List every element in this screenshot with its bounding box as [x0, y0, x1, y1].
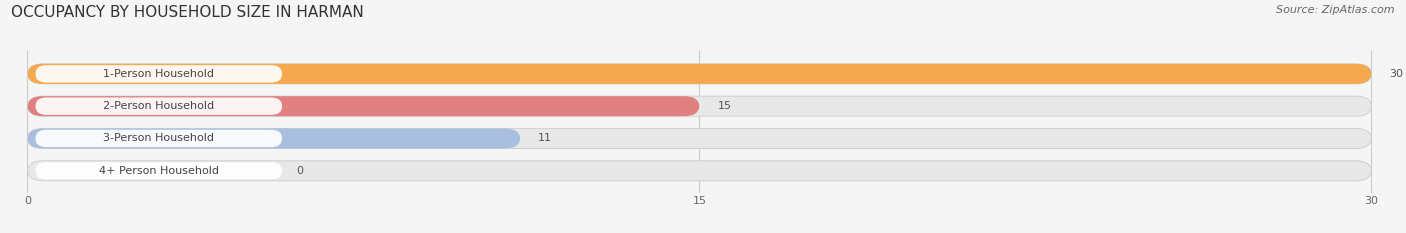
Text: 1-Person Household: 1-Person Household	[103, 69, 214, 79]
Text: 0: 0	[297, 166, 304, 176]
Text: 2-Person Household: 2-Person Household	[103, 101, 214, 111]
FancyBboxPatch shape	[28, 96, 700, 116]
FancyBboxPatch shape	[28, 128, 1371, 148]
Text: 4+ Person Household: 4+ Person Household	[98, 166, 219, 176]
FancyBboxPatch shape	[28, 64, 1371, 84]
Text: 3-Person Household: 3-Person Household	[103, 134, 214, 144]
FancyBboxPatch shape	[35, 97, 283, 115]
FancyBboxPatch shape	[28, 96, 1371, 116]
FancyBboxPatch shape	[28, 64, 1371, 84]
FancyBboxPatch shape	[28, 161, 1371, 181]
FancyBboxPatch shape	[35, 130, 283, 147]
FancyBboxPatch shape	[28, 128, 520, 148]
FancyBboxPatch shape	[35, 162, 283, 179]
Text: 11: 11	[538, 134, 553, 144]
Text: 15: 15	[717, 101, 731, 111]
Text: 30: 30	[1389, 69, 1403, 79]
Text: Source: ZipAtlas.com: Source: ZipAtlas.com	[1277, 5, 1395, 15]
FancyBboxPatch shape	[35, 65, 283, 82]
Text: OCCUPANCY BY HOUSEHOLD SIZE IN HARMAN: OCCUPANCY BY HOUSEHOLD SIZE IN HARMAN	[11, 5, 364, 20]
